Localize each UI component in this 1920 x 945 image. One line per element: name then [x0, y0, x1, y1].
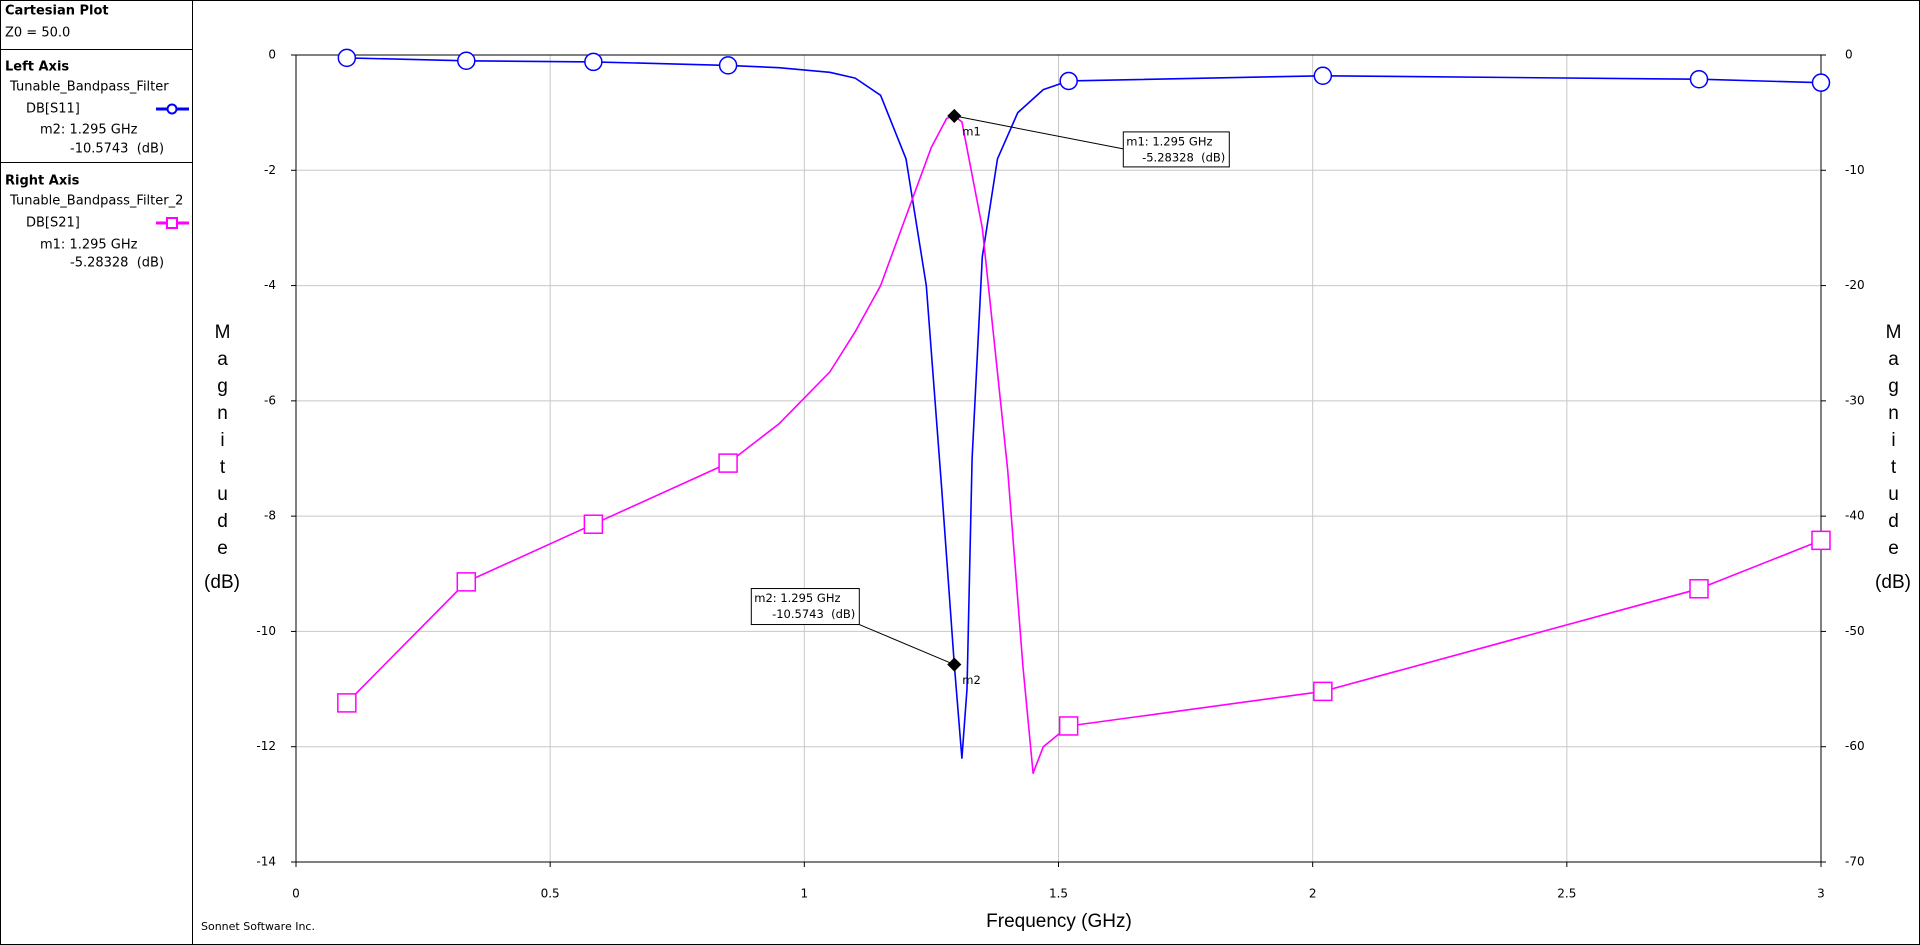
legend-axis-title: Left Axis — [5, 60, 69, 75]
legend-axis-title: Right Axis — [5, 174, 80, 189]
data-symbol — [1811, 73, 1831, 92]
marker-name: m1 — [962, 124, 981, 138]
x-tick-label: 0.5 — [541, 887, 560, 901]
y-tick-label: -2 — [264, 163, 276, 177]
legend-symbol — [166, 103, 178, 115]
data-symbol — [337, 48, 357, 68]
marker-point — [947, 657, 962, 672]
x-tick-label: 2 — [1309, 887, 1317, 901]
legend-marker-label: m2: 1.295 GHz — [40, 123, 138, 138]
data-symbol — [718, 453, 738, 473]
y2-tick-label: -60 — [1845, 739, 1865, 753]
y2-tick-label: -10 — [1845, 163, 1865, 177]
data-symbol — [1313, 681, 1333, 702]
y2-tick-label: -70 — [1845, 855, 1865, 869]
marker-leader — [954, 115, 1124, 150]
data-symbol — [1058, 716, 1079, 736]
y2-tick-label: -50 — [1845, 624, 1865, 638]
y2-axis-unit: (dB) — [1875, 572, 1911, 593]
marker-point — [947, 108, 962, 123]
legend-entry: DB[S11] — [26, 102, 80, 117]
x-tick-label: 1.5 — [1049, 887, 1068, 901]
legend-marker-value: -5.28328 (dB) — [70, 256, 164, 271]
data-symbol — [1059, 71, 1078, 91]
y-axis-title: Magnitude — [212, 322, 233, 565]
credit: Sonnet Software Inc. — [201, 920, 315, 933]
y2-tick-label: -40 — [1845, 509, 1865, 523]
legend-group: Tunable_Bandpass_Filter — [9, 80, 169, 95]
x-tick-label: 0 — [292, 887, 300, 901]
x-tick-label: 1 — [801, 887, 809, 901]
y2-tick-label: -30 — [1845, 393, 1865, 407]
panel-title: Cartesian Plot — [5, 4, 109, 19]
y2-tick-label: -20 — [1845, 278, 1865, 292]
z0-label: Z0 = 50.0 — [5, 26, 70, 41]
legend-marker-label: m1: 1.295 GHz — [40, 238, 138, 253]
data-symbol — [1811, 530, 1831, 551]
y-tick-label: -12 — [256, 739, 276, 753]
legend-group: Tunable_Bandpass_Filter_2 — [9, 194, 183, 209]
marker-box — [750, 588, 860, 626]
x-tick-label: 3 — [1817, 887, 1825, 901]
x-tick-label: 2.5 — [1557, 887, 1576, 901]
legend-marker-value: -10.5743 (dB) — [70, 142, 164, 157]
marker-box-label: m1: 1.295 GHz — [1126, 134, 1212, 148]
data-symbol — [457, 51, 476, 71]
y2-axis-title: Magnitude — [1883, 322, 1904, 565]
y-tick-label: -14 — [256, 855, 276, 869]
marker-box — [1122, 131, 1230, 168]
marker-box-value: -10.5743 (dB) — [772, 607, 855, 621]
marker-box-value: -5.28328 (dB) — [1142, 150, 1225, 164]
y-tick-label: 0 — [268, 48, 276, 62]
y-tick-label: -4 — [264, 278, 276, 292]
y2-tick-label: 0 — [1845, 48, 1853, 62]
data-symbol — [456, 572, 477, 592]
x-axis-title: Frequency (GHz) — [986, 911, 1132, 932]
data-symbol — [583, 514, 604, 534]
data-symbol — [584, 52, 603, 72]
y-tick-label: -6 — [264, 393, 276, 407]
legend-symbol — [166, 217, 178, 229]
y-axis-unit: (dB) — [204, 572, 240, 593]
data-symbol — [1689, 69, 1709, 89]
legend-entry: DB[S21] — [26, 216, 80, 231]
marker-leader — [859, 624, 955, 665]
marker-name: m2 — [962, 673, 981, 687]
data-symbol — [1313, 66, 1333, 86]
plot-frame — [295, 54, 1822, 863]
data-symbol — [1689, 579, 1709, 599]
data-symbol — [718, 56, 738, 75]
y-tick-label: -10 — [256, 624, 276, 638]
marker-box-label: m2: 1.295 GHz — [754, 591, 840, 605]
y-tick-label: -8 — [264, 509, 276, 523]
data-symbol — [337, 693, 357, 713]
